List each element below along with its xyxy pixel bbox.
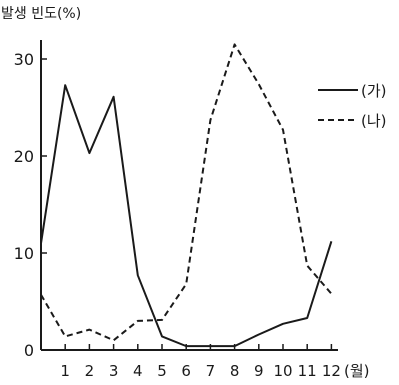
legend-label-2: (나) bbox=[361, 112, 387, 130]
y-ticks: 0 10 20 30 bbox=[14, 50, 47, 360]
y-axis-label: 발생 빈도(%) bbox=[1, 6, 81, 22]
x-tick-label: 11 bbox=[298, 362, 317, 380]
x-tick-label: 2 bbox=[85, 362, 95, 380]
y-tick-label: 0 bbox=[24, 341, 34, 360]
x-tick-label: 3 bbox=[109, 362, 119, 380]
x-tick-label: 1 bbox=[60, 362, 70, 380]
series-line-1 bbox=[40, 84, 333, 348]
y-tick-label: 10 bbox=[14, 244, 34, 263]
y-tick-label: 20 bbox=[14, 147, 34, 166]
x-tick-label: 10 bbox=[273, 362, 292, 380]
x-axis-unit: (월) bbox=[344, 362, 370, 380]
x-ticks: 1 2 3 4 5 6 7 8 9 10 11 12 bbox=[60, 344, 341, 380]
x-tick-label: 6 bbox=[181, 362, 191, 380]
legend: (가) (나) bbox=[318, 82, 387, 130]
x-tick-label: 4 bbox=[133, 362, 143, 380]
x-tick-label: 7 bbox=[206, 362, 216, 380]
plot-area bbox=[40, 43, 333, 348]
legend-label-1: (가) bbox=[361, 82, 387, 100]
x-tick-label: 12 bbox=[322, 362, 341, 380]
series-line-2 bbox=[40, 43, 333, 342]
x-tick-label: 9 bbox=[254, 362, 264, 380]
y-tick-label: 30 bbox=[14, 50, 34, 69]
x-tick-label: 5 bbox=[157, 362, 167, 380]
x-tick-label: 8 bbox=[230, 362, 240, 380]
